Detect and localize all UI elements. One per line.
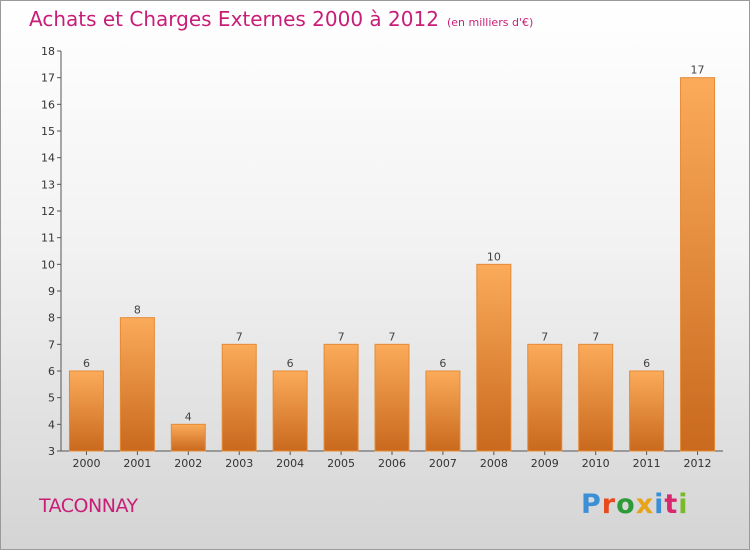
y-tick-label: 8 [48,312,55,325]
bar-2008 [476,263,512,452]
data-label: 6 [439,357,446,370]
bar-2012 [680,77,716,452]
data-label: 7 [236,330,243,343]
x-tick-label: 2009 [531,457,559,470]
data-label: 7 [541,330,548,343]
y-tick-label: 13 [41,178,55,191]
x-tick-label: 2011 [633,457,661,470]
x-tick-label: 2012 [684,457,712,470]
x-tick-label: 2004 [276,457,304,470]
bar-2005 [323,343,359,452]
logo-letter: t [664,489,679,520]
y-tick-label: 9 [48,285,55,298]
y-tick-label: 11 [41,232,55,245]
x-tick-label: 2010 [582,457,610,470]
y-tick-label: 7 [48,338,55,351]
y-tick-label: 10 [41,258,55,271]
y-tick-label: 18 [41,45,55,58]
bar-2007 [425,370,461,452]
bar-2009 [527,343,563,452]
y-tick-label: 15 [41,125,55,138]
logo-letter: o [616,489,636,520]
bar-2011 [629,370,665,452]
logo-letter: i [678,489,689,520]
data-label: 6 [643,357,650,370]
logo-letter: x [635,489,655,520]
data-label: 4 [185,410,192,423]
bar-2010 [578,343,614,452]
x-tick-label: 2002 [174,457,202,470]
y-tick-label: 17 [41,72,55,85]
data-label: 6 [83,357,90,370]
data-label: 8 [134,304,141,317]
y-tick-label: 5 [48,392,55,405]
bar-2003 [221,343,257,452]
bar-2001 [119,317,155,452]
proxiti-logo[interactable]: Proxiti [581,489,689,520]
data-label: 6 [287,357,294,370]
logo-letter: i [654,489,665,520]
x-tick-label: 2003 [225,457,253,470]
data-label: 7 [338,330,345,343]
chart-bars [68,77,716,452]
x-tick-label: 2001 [123,457,151,470]
bar-2002 [170,423,206,452]
y-tick-label: 16 [41,98,55,111]
y-tick-label: 6 [48,365,55,378]
x-tick-label: 2000 [72,457,100,470]
bar-2000 [68,370,104,452]
data-label: 7 [592,330,599,343]
y-tick-label: 12 [41,205,55,218]
data-label: 10 [487,250,501,263]
bar-2006 [374,343,410,452]
x-tick-label: 2008 [480,457,508,470]
y-tick-label: 14 [41,152,55,165]
chart-title: Achats et Charges Externes 2000 à 2012 (e… [29,7,533,31]
data-label: 17 [691,64,705,77]
x-tick-label: 2007 [429,457,457,470]
bar-2004 [272,370,308,452]
x-tick-label: 2006 [378,457,406,470]
x-tick-label: 2005 [327,457,355,470]
chart-subtitle: (en milliers d'€) [446,16,534,29]
chart-title-text: Achats et Charges Externes 2000 à 2012 [29,7,439,31]
logo-letter: P [581,489,602,520]
y-tick-label: 4 [48,418,55,431]
commune-name: TACONNAY [39,495,138,517]
data-label: 7 [389,330,396,343]
chart-labels: 2000 6 2001 8 2002 4 2003 7 2004 6 2005 7 2006 7 2007 6… [72,64,711,470]
logo-letter: r [601,489,617,520]
y-tick-label: 3 [48,445,55,458]
